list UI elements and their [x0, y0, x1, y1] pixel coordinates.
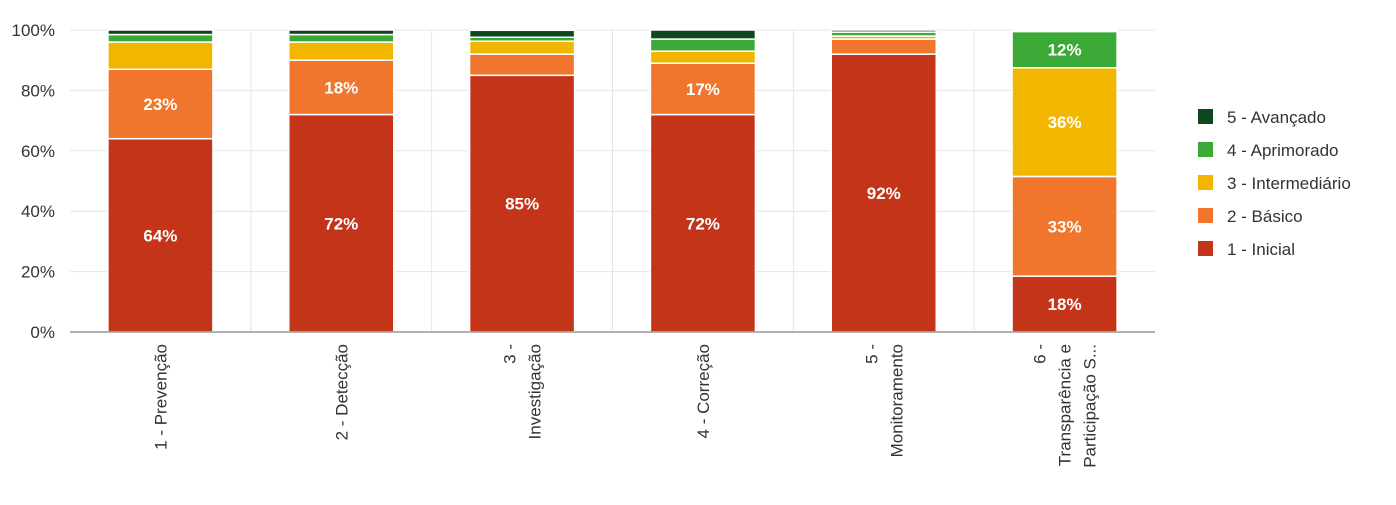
- x-tick-label: 5 - Monitoramento: [862, 344, 906, 457]
- bar-segment[interactable]: [1011, 67, 1118, 178]
- data-label: 64%: [143, 226, 177, 245]
- bar-segment[interactable]: [1011, 175, 1118, 277]
- x-tick-label: 6 - Transparência e Participação S...: [1031, 344, 1100, 468]
- y-tick-label: 40%: [21, 202, 55, 221]
- y-tick-label: 0%: [30, 323, 55, 342]
- x-tick-label: 1 - Prevenção: [151, 344, 170, 450]
- y-tick-label: 80%: [21, 81, 55, 100]
- y-tick-label: 100%: [12, 21, 55, 40]
- bar-segment[interactable]: [1011, 30, 1118, 69]
- bar-segment[interactable]: [288, 29, 395, 36]
- legend-swatch: [1198, 208, 1213, 223]
- bar-segment[interactable]: [288, 41, 395, 61]
- data-label: 85%: [505, 195, 539, 214]
- bar-segment[interactable]: [649, 38, 757, 52]
- legend-label: 4 - Aprimorado: [1227, 141, 1339, 160]
- bar-segment[interactable]: [468, 53, 576, 77]
- legend-item[interactable]: 1 - Inicial: [1198, 240, 1295, 259]
- data-label: 12%: [1048, 41, 1082, 60]
- bar-segment[interactable]: [468, 74, 576, 333]
- legend-label: 5 - Avançado: [1227, 108, 1326, 127]
- data-label: 18%: [324, 78, 358, 97]
- bar-segment[interactable]: [1011, 275, 1118, 333]
- data-label: 23%: [143, 95, 177, 114]
- bar-segment[interactable]: [649, 29, 757, 40]
- y-tick-label: 20%: [21, 263, 55, 282]
- legend-swatch: [1198, 175, 1213, 190]
- legend-item[interactable]: 5 - Avançado: [1198, 108, 1326, 127]
- legend-label: 2 - Básico: [1227, 207, 1303, 226]
- bar-segment[interactable]: [288, 33, 395, 43]
- data-label: 17%: [686, 80, 720, 99]
- x-tick-label: 2 - Detecção: [332, 344, 351, 440]
- bar-segment[interactable]: [288, 59, 395, 116]
- bar-segment[interactable]: [830, 53, 937, 333]
- bar-segment[interactable]: [468, 29, 576, 38]
- bar-segment[interactable]: [649, 50, 757, 64]
- bar-segment[interactable]: [107, 41, 214, 71]
- data-label: 72%: [686, 214, 720, 233]
- bar-segment[interactable]: [1011, 29, 1118, 33]
- y-tick-label: 60%: [21, 142, 55, 161]
- data-label: 33%: [1048, 217, 1082, 236]
- data-label: 92%: [867, 184, 901, 203]
- legend-swatch: [1198, 109, 1213, 124]
- legend-swatch: [1198, 142, 1213, 157]
- legend-item[interactable]: 2 - Básico: [1198, 207, 1303, 226]
- data-label: 72%: [324, 214, 358, 233]
- bar-segment[interactable]: [830, 29, 937, 33]
- bar-segment[interactable]: [107, 68, 214, 140]
- legend-swatch: [1198, 241, 1213, 256]
- legend-label: 3 - Intermediário: [1227, 174, 1351, 193]
- bar-segment[interactable]: [830, 38, 937, 55]
- x-tick-label: 3 - Investigação: [501, 344, 545, 439]
- x-tick-label: 4 - Correção: [694, 344, 713, 438]
- legend-item[interactable]: 3 - Intermediário: [1198, 174, 1351, 193]
- bar-segment[interactable]: [649, 62, 757, 116]
- bar-segment[interactable]: [649, 113, 757, 333]
- bar-segment[interactable]: [107, 33, 214, 43]
- legend-label: 1 - Inicial: [1227, 240, 1295, 259]
- bar-segment[interactable]: [468, 40, 576, 55]
- data-label: 18%: [1048, 295, 1082, 314]
- bar-segment[interactable]: [107, 29, 214, 36]
- legend-item[interactable]: 4 - Aprimorado: [1198, 141, 1339, 160]
- data-label: 36%: [1048, 113, 1082, 132]
